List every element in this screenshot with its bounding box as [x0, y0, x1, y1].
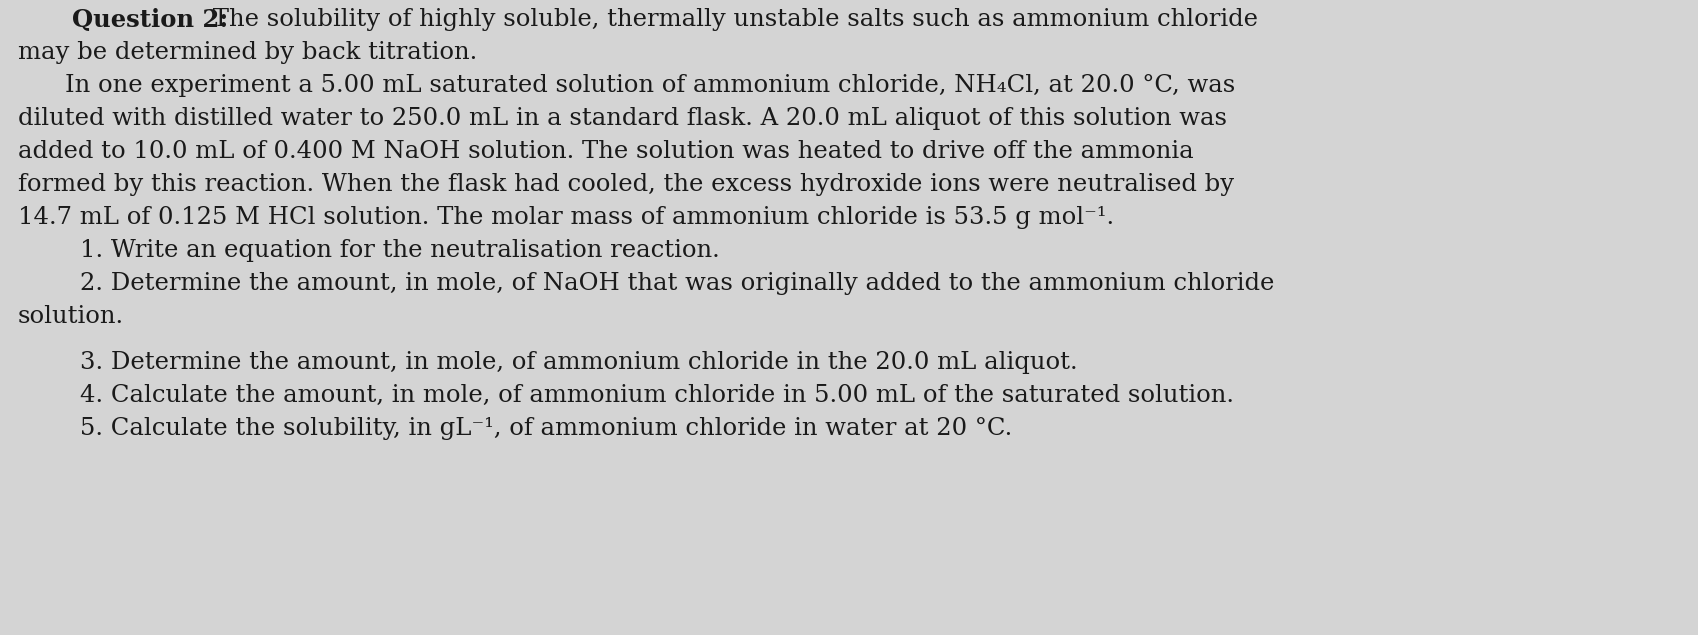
Text: solution.: solution.	[19, 305, 124, 328]
Text: 14.7 mL of 0.125 M HCl solution. The molar mass of ammonium chloride is 53.5 g m: 14.7 mL of 0.125 M HCl solution. The mol…	[19, 206, 1114, 229]
Text: added to 10.0 mL of 0.400 M NaOH solution. The solution was heated to drive off : added to 10.0 mL of 0.400 M NaOH solutio…	[19, 140, 1194, 163]
Text: 1. Write an equation for the neutralisation reaction.: 1. Write an equation for the neutralisat…	[80, 239, 720, 262]
Text: may be determined by back titration.: may be determined by back titration.	[19, 41, 477, 64]
Text: diluted with distilled water to 250.0 mL in a standard flask. A 20.0 mL aliquot : diluted with distilled water to 250.0 mL…	[19, 107, 1226, 130]
Text: The solubility of highly soluble, thermally unstable salts such as ammonium chlo: The solubility of highly soluble, therma…	[205, 8, 1257, 31]
Text: 4. Calculate the amount, in mole, of ammonium chloride in 5.00 mL of the saturat: 4. Calculate the amount, in mole, of amm…	[80, 384, 1233, 407]
Text: 5. Calculate the solubility, in gL⁻¹, of ammonium chloride in water at 20 °C.: 5. Calculate the solubility, in gL⁻¹, of…	[80, 417, 1012, 440]
Text: 3. Determine the amount, in mole, of ammonium chloride in the 20.0 mL aliquot.: 3. Determine the amount, in mole, of amm…	[80, 351, 1077, 374]
Text: In one experiment a 5.00 mL saturated solution of ammonium chloride, NH₄Cl, at 2: In one experiment a 5.00 mL saturated so…	[65, 74, 1234, 97]
Text: Question 2:: Question 2:	[71, 8, 228, 32]
Text: formed by this reaction. When the flask had cooled, the excess hydroxide ions we: formed by this reaction. When the flask …	[19, 173, 1233, 196]
Text: 2. Determine the amount, in mole, of NaOH that was originally added to the ammon: 2. Determine the amount, in mole, of NaO…	[80, 272, 1274, 295]
